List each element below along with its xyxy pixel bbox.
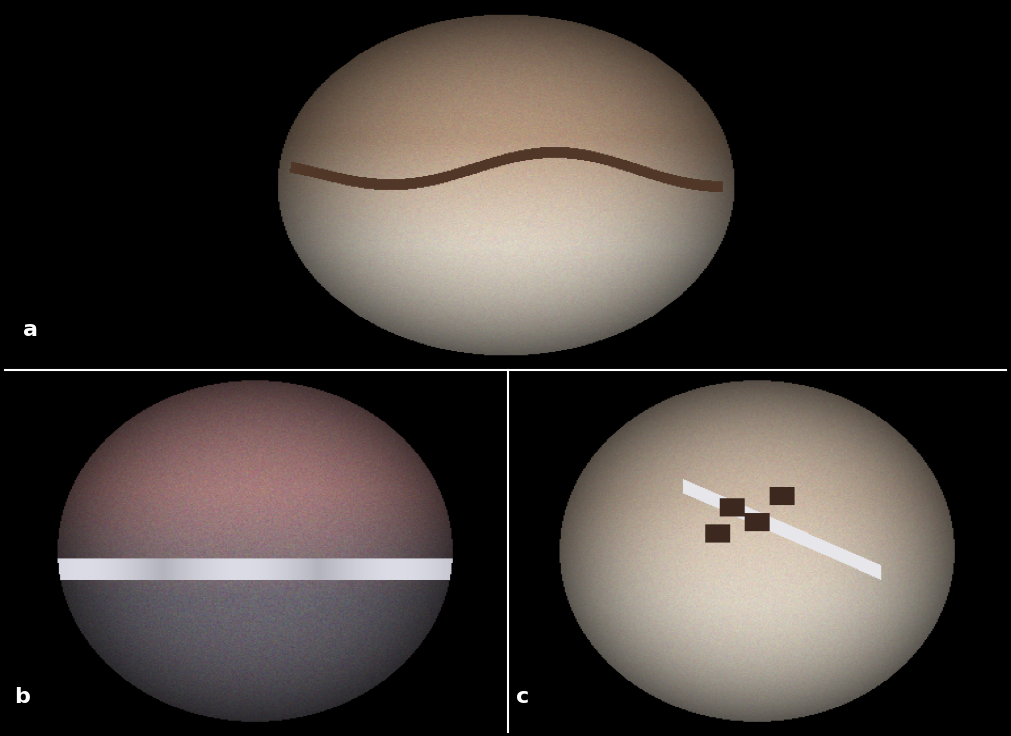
Text: c: c (517, 687, 530, 707)
Text: b: b (14, 687, 30, 707)
Text: a: a (23, 320, 38, 341)
